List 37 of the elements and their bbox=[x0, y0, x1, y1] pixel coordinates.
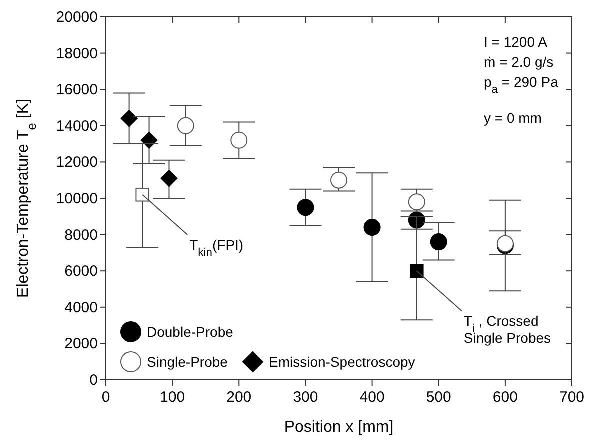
point bbox=[297, 199, 314, 216]
annotation: p$_{a}$ = 290 Pa bbox=[484, 74, 559, 96]
y-tick-label: 0 bbox=[90, 372, 98, 389]
y-tick-label: 16000 bbox=[56, 82, 98, 99]
point bbox=[364, 219, 381, 236]
y-tick-label: 18000 bbox=[56, 45, 98, 62]
y-tick-label: 12000 bbox=[56, 154, 98, 172]
y-tick-label: 14000 bbox=[56, 118, 98, 135]
x-tick-label: 200 bbox=[226, 389, 252, 406]
point bbox=[136, 188, 150, 202]
legend-label: Single-Probe bbox=[147, 354, 228, 370]
y-tick-label: 20000 bbox=[56, 9, 98, 26]
y-tick-label: 10000 bbox=[56, 190, 98, 208]
x-tick-label: 300 bbox=[293, 389, 318, 406]
legend-label: Emission-Spectroscopy bbox=[269, 354, 416, 370]
point bbox=[140, 132, 158, 149]
annotation: T$_{kin}$(FPI) bbox=[190, 236, 244, 259]
annotation: T$_{i}$ , Crossed Single Probes bbox=[464, 313, 552, 346]
point bbox=[410, 264, 424, 278]
x-axis-title: Position x [mm] bbox=[284, 419, 394, 436]
y-tick-label: 4000 bbox=[64, 299, 98, 316]
annotation: y = 0 mm bbox=[484, 110, 542, 126]
annotation: I = 1200 A bbox=[484, 34, 548, 50]
annotation: ṁ = 2.0 g/s bbox=[484, 54, 554, 70]
x-tick-label: 100 bbox=[160, 389, 186, 406]
x-tick-label: 500 bbox=[426, 389, 452, 406]
x-tick-label: 0 bbox=[102, 389, 110, 406]
y-tick-label: 2000 bbox=[64, 336, 98, 353]
x-tick-label: 400 bbox=[360, 389, 385, 406]
y-tick-label: 6000 bbox=[64, 263, 98, 280]
point bbox=[120, 110, 138, 128]
x-tick-label: 600 bbox=[492, 389, 518, 406]
x-tick-label: 700 bbox=[559, 389, 585, 406]
legend-label: Double-Probe bbox=[147, 324, 234, 340]
point bbox=[160, 170, 178, 188]
point bbox=[430, 234, 448, 251]
y-tick-label: 8000 bbox=[64, 226, 98, 244]
